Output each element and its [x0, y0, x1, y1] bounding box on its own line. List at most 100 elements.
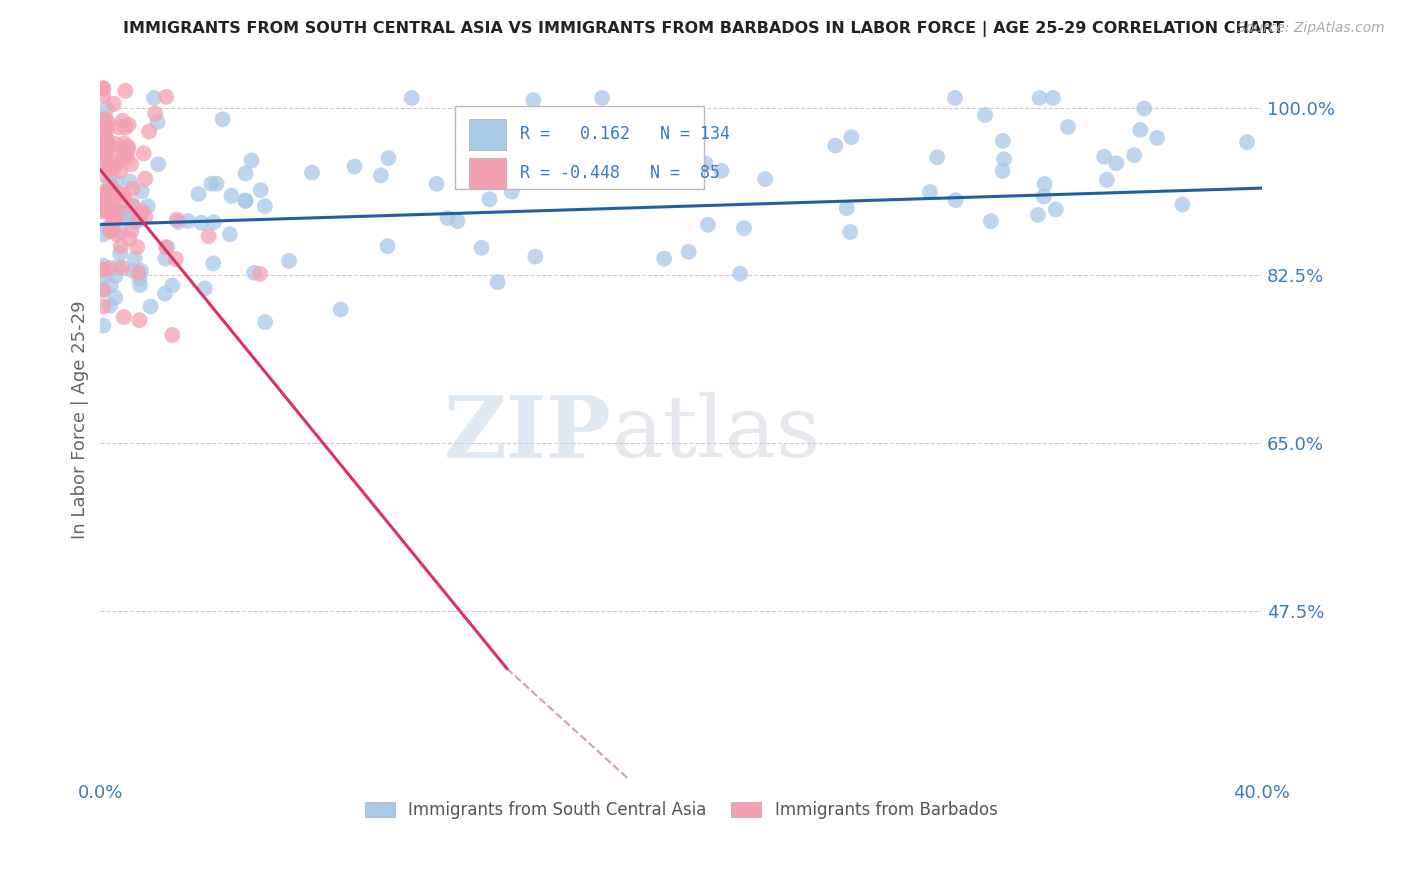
Point — [97, 186, 120, 201]
Point — [155, 240, 177, 254]
Point — [97, 136, 120, 150]
Point — [134, 171, 156, 186]
Point — [155, 252, 177, 266]
Point — [94, 196, 117, 211]
Point — [122, 200, 145, 214]
Point — [243, 266, 266, 280]
Point — [132, 146, 155, 161]
Point — [945, 193, 967, 207]
Point — [1171, 197, 1194, 211]
Point — [117, 139, 139, 153]
Point — [249, 183, 271, 197]
Point — [98, 157, 121, 171]
Text: ZIP: ZIP — [444, 392, 612, 475]
Point — [254, 315, 277, 329]
Point — [91, 156, 114, 170]
Point — [108, 120, 131, 135]
Point — [1057, 120, 1080, 134]
Point — [190, 216, 212, 230]
Point — [94, 203, 117, 218]
Point — [91, 81, 114, 95]
Point — [91, 81, 114, 95]
FancyBboxPatch shape — [468, 120, 506, 150]
Point — [91, 202, 114, 217]
Point — [1129, 123, 1152, 137]
Point — [94, 148, 117, 162]
Point — [91, 204, 114, 219]
Point — [1146, 131, 1168, 145]
Point — [177, 214, 200, 228]
Point — [93, 268, 115, 283]
Point — [167, 215, 190, 229]
Point — [103, 96, 125, 111]
Text: R =   0.162   N = 134: R = 0.162 N = 134 — [520, 126, 730, 144]
Point — [127, 240, 149, 254]
Point — [112, 136, 135, 151]
Point — [249, 267, 271, 281]
Point — [91, 88, 114, 103]
Text: atlas: atlas — [612, 392, 821, 475]
Point — [143, 106, 166, 120]
Point — [221, 189, 243, 203]
Point — [121, 263, 143, 277]
Point — [97, 221, 120, 235]
Point — [652, 252, 675, 266]
Point — [1236, 135, 1258, 149]
Point — [101, 223, 124, 237]
Point — [991, 134, 1014, 148]
Point — [446, 214, 468, 228]
Point — [202, 256, 225, 270]
Point — [494, 169, 516, 184]
Point — [107, 186, 129, 201]
Point — [602, 159, 624, 173]
Point — [129, 206, 152, 220]
Point — [110, 225, 132, 239]
Point — [136, 199, 159, 213]
Point — [91, 318, 114, 333]
Point — [91, 300, 114, 314]
Point — [124, 252, 146, 266]
Point — [1092, 150, 1115, 164]
Point — [138, 124, 160, 138]
Point — [104, 291, 127, 305]
Point — [824, 138, 846, 153]
Point — [91, 197, 114, 211]
Point — [96, 102, 118, 116]
Point — [401, 91, 423, 105]
Point — [120, 175, 142, 189]
Point — [91, 186, 114, 200]
Point — [91, 262, 114, 277]
Point — [98, 178, 121, 192]
Point — [112, 310, 135, 324]
Text: Source: ZipAtlas.com: Source: ZipAtlas.com — [1237, 21, 1385, 35]
Point — [101, 141, 124, 155]
Point — [112, 188, 135, 202]
Point — [155, 90, 177, 104]
Point — [696, 218, 718, 232]
Point — [156, 240, 179, 254]
Point — [131, 184, 153, 198]
Point — [1033, 177, 1056, 191]
Point — [235, 194, 257, 208]
Point — [754, 172, 776, 186]
Point — [1133, 102, 1156, 116]
Point — [211, 112, 233, 127]
Point — [974, 108, 997, 122]
Point — [97, 161, 120, 176]
Point — [129, 212, 152, 227]
Point — [100, 224, 122, 238]
Point — [240, 153, 263, 168]
Point — [129, 278, 152, 293]
Point — [91, 146, 114, 161]
Point — [91, 123, 114, 137]
Point — [205, 177, 228, 191]
Point — [94, 113, 117, 128]
Point — [235, 166, 257, 180]
Point — [839, 225, 862, 239]
Point — [162, 278, 184, 293]
Point — [128, 266, 150, 280]
Point — [918, 185, 941, 199]
Point — [370, 169, 392, 183]
Point — [115, 211, 138, 225]
Point — [114, 142, 136, 156]
